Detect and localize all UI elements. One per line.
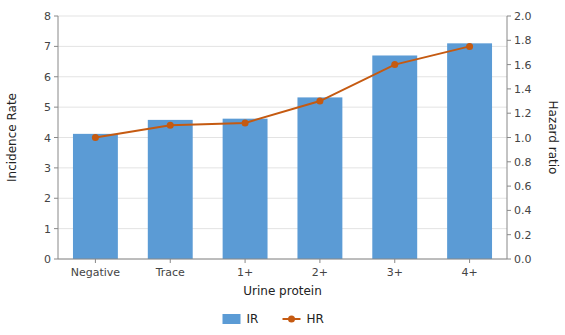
grid xyxy=(58,16,507,259)
chart: 0 1 2 3 4 5 6 7 8 0.0 0.2 0.4 0.6 0.8 1.0 1.2 1.4 1.6 1.8 2… xyxy=(0,0,565,335)
grid-line xyxy=(58,167,507,168)
tick xyxy=(170,259,171,263)
tick xyxy=(507,113,511,114)
tick-label: 0 xyxy=(44,253,51,266)
tick-label: 0.8 xyxy=(514,156,532,169)
tick-label: 5 xyxy=(44,101,51,114)
axis-line xyxy=(58,16,59,259)
grid-line xyxy=(58,46,507,47)
axis-line xyxy=(58,259,507,260)
grid-line xyxy=(58,259,507,260)
tick xyxy=(507,16,511,17)
tick-label: 1.2 xyxy=(514,107,532,120)
tick xyxy=(54,107,58,108)
tick-label: 0.6 xyxy=(514,180,532,193)
tick xyxy=(394,259,395,263)
bar xyxy=(297,97,342,259)
grid-line xyxy=(58,137,507,138)
tick-label: 1.0 xyxy=(514,132,532,145)
legend-swatch xyxy=(223,314,241,324)
tick-label: 6 xyxy=(44,71,51,84)
tick xyxy=(54,76,58,77)
tick xyxy=(507,234,511,235)
grid-line xyxy=(58,228,507,229)
grid-line xyxy=(58,198,507,199)
grid-line xyxy=(58,107,507,108)
marker xyxy=(167,122,174,129)
line xyxy=(95,46,469,137)
tick xyxy=(54,46,58,47)
legend-marker xyxy=(288,316,295,323)
x-axis-label: Urine protein xyxy=(243,284,322,298)
axis-line xyxy=(507,16,508,259)
tick xyxy=(319,259,320,263)
tick-label: 1+ xyxy=(237,266,253,279)
tick-label: 2.0 xyxy=(514,10,532,23)
legend-label: IR xyxy=(247,312,259,326)
marker xyxy=(242,119,249,126)
tick xyxy=(245,259,246,263)
tick xyxy=(507,88,511,89)
tick xyxy=(95,259,96,263)
bar xyxy=(372,55,417,259)
tick-label: 0.0 xyxy=(514,253,532,266)
tick-label: 3 xyxy=(44,162,51,175)
marker xyxy=(316,98,323,105)
legend: IR HR xyxy=(223,312,324,326)
marks xyxy=(73,43,492,259)
tick-label: 0.4 xyxy=(514,204,532,217)
tick xyxy=(507,186,511,187)
tick xyxy=(507,40,511,41)
tick-label: 7 xyxy=(44,40,51,53)
grid-line xyxy=(58,76,507,77)
tick xyxy=(507,259,511,260)
tick-label: 4 xyxy=(44,132,51,145)
tick xyxy=(507,137,511,138)
marker xyxy=(92,134,99,141)
tick-label: 1.6 xyxy=(514,59,532,72)
legend-label: HR xyxy=(307,312,324,326)
tick-label: 8 xyxy=(44,10,51,23)
y-axis-label: Incidence Rate xyxy=(5,93,19,182)
tick xyxy=(507,161,511,162)
bar xyxy=(447,43,492,259)
marker xyxy=(391,61,398,68)
tick xyxy=(507,64,511,65)
tick xyxy=(54,167,58,168)
bar xyxy=(223,119,268,259)
tick xyxy=(54,16,58,17)
background xyxy=(0,0,565,335)
tick xyxy=(54,228,58,229)
tick-label: Negative xyxy=(71,266,121,279)
tick-label: Trace xyxy=(155,266,185,279)
tick-label: 0.2 xyxy=(514,229,532,242)
tick xyxy=(507,210,511,211)
y2-axis-label: Hazard ratio xyxy=(546,101,560,175)
tick xyxy=(54,259,58,260)
tick-label: 1.4 xyxy=(514,83,532,96)
grid-line xyxy=(58,16,507,17)
tick xyxy=(54,198,58,199)
tick xyxy=(469,259,470,263)
tick-label: 2+ xyxy=(312,266,328,279)
tick-label: 2 xyxy=(44,192,51,205)
tick-label: 1 xyxy=(44,223,51,236)
tick xyxy=(54,137,58,138)
bar xyxy=(73,134,118,259)
tick-label: 3+ xyxy=(387,266,403,279)
marker xyxy=(466,43,473,50)
tick-label: 1.8 xyxy=(514,34,532,47)
tick-label: 4+ xyxy=(461,266,477,279)
bar xyxy=(148,120,193,259)
